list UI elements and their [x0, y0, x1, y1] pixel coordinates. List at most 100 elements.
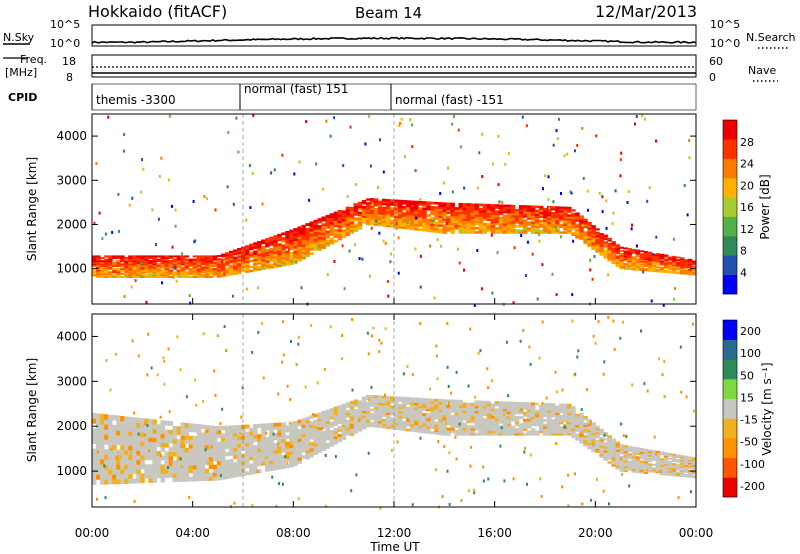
echo-cell — [470, 415, 475, 419]
echo-cell — [679, 464, 685, 467]
echo-cell — [560, 192, 562, 195]
echo-cell — [534, 221, 540, 224]
echo-cell — [575, 438, 580, 441]
echo-cell — [518, 207, 524, 210]
echo-cell — [639, 258, 645, 261]
colorbar-segment — [723, 120, 737, 140]
echo-cell — [595, 235, 600, 238]
echo-cell — [249, 265, 254, 269]
echo-cell — [422, 408, 427, 411]
colorbar-tick-label: 16 — [740, 201, 754, 214]
echo-cell — [494, 427, 500, 431]
echo-cell — [655, 459, 661, 462]
echo-cell — [108, 261, 113, 264]
echo-cell — [478, 214, 484, 217]
echo-cell — [591, 232, 596, 235]
echo-cell — [474, 209, 479, 213]
echo-cell — [369, 424, 375, 428]
echo-cell — [349, 211, 355, 214]
echo-cell — [520, 408, 523, 412]
echo-cell — [180, 257, 186, 260]
echo-cell — [140, 271, 145, 274]
echo-cell — [128, 473, 133, 479]
echo-cell — [398, 415, 403, 419]
echo-cell — [349, 231, 355, 234]
echo-cell — [506, 231, 512, 234]
echo-cell — [257, 259, 262, 263]
echo-cell — [140, 418, 145, 424]
echo-cell — [333, 218, 339, 221]
echo-cell — [172, 272, 177, 275]
echo-cell — [679, 263, 685, 265]
echo-cell — [261, 430, 266, 435]
echo-cell — [555, 405, 560, 409]
echo-cell — [172, 275, 175, 279]
echo-cell — [98, 211, 101, 215]
echo-cell — [144, 274, 149, 277]
echo-cell — [655, 269, 661, 271]
echo-cell — [651, 453, 657, 456]
echo-cell — [196, 424, 202, 429]
echo-cell — [627, 445, 632, 449]
echo-cell — [426, 227, 431, 230]
echo-cell — [596, 477, 598, 481]
echo-cell — [365, 422, 371, 425]
echo-cell — [253, 424, 258, 428]
echo-cell — [368, 397, 371, 401]
echo-cell — [426, 430, 431, 434]
echo-cell — [555, 430, 560, 434]
echo-cell — [446, 220, 451, 223]
echo-cell — [398, 211, 403, 215]
echo-cell — [539, 225, 544, 228]
echo-cell — [510, 223, 516, 226]
echo-cell — [534, 421, 540, 424]
echo-cell — [551, 219, 556, 223]
echo-cell — [148, 266, 153, 269]
echo-cell — [639, 269, 645, 271]
echo-cell — [168, 455, 173, 461]
echo-cell — [317, 441, 322, 445]
cpid-segment-normal-151: normal (fast) 151 — [244, 82, 348, 96]
echo-cell — [659, 466, 665, 469]
echo-cell — [237, 458, 242, 463]
echo-cell — [220, 437, 226, 442]
echo-cell — [454, 409, 459, 413]
echo-cell — [140, 450, 145, 456]
echo-cell — [442, 430, 447, 434]
echo-cell — [309, 427, 314, 431]
echo-cell — [498, 204, 504, 207]
echo-cell — [692, 471, 697, 474]
power-plot-area — [92, 114, 697, 307]
echo-cell — [518, 428, 524, 431]
echo-cell — [212, 453, 218, 458]
echo-cell — [181, 252, 183, 256]
echo-cell — [559, 235, 562, 239]
echo-cell — [514, 215, 520, 218]
echo-cell — [502, 204, 508, 208]
echo-cell — [513, 246, 516, 250]
echo-cell — [470, 226, 475, 230]
echo-cell — [309, 242, 314, 246]
echo-cell — [119, 455, 122, 459]
echo-cell — [631, 260, 637, 263]
echo-cell — [442, 211, 447, 214]
echo-cell — [470, 224, 475, 228]
echo-cell — [663, 270, 669, 272]
echo-cell — [635, 465, 641, 468]
echo-cell — [96, 260, 101, 263]
echo-cell — [414, 213, 419, 216]
echo-cell — [305, 453, 310, 457]
echo-cell — [526, 240, 529, 244]
echo-cell — [603, 452, 608, 455]
echo-cell — [357, 407, 363, 411]
echo-cell — [643, 256, 649, 259]
echo-cell — [184, 439, 190, 445]
echo-cell — [607, 251, 612, 254]
echo-cell — [317, 234, 322, 238]
echo-cell — [552, 143, 555, 147]
echo-cell — [381, 202, 387, 206]
echo-cell — [390, 400, 395, 404]
echo-cell — [402, 214, 407, 217]
echo-cell — [482, 205, 488, 209]
echo-cell — [377, 404, 383, 408]
